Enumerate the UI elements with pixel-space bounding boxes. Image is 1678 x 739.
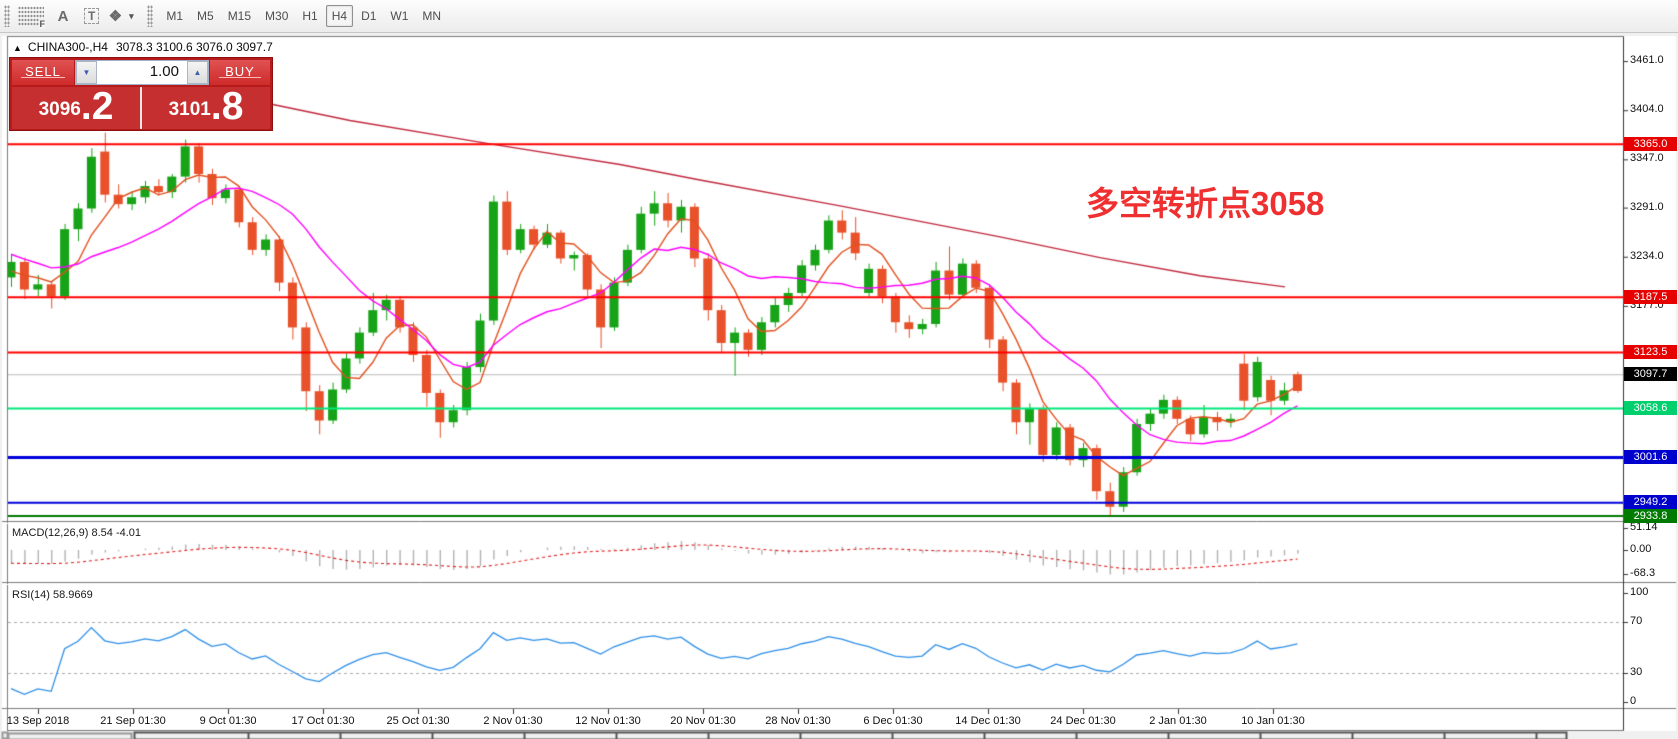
date-axis-label: 2 Nov 01:30	[483, 715, 543, 727]
price-level-badge: 3123.5	[1624, 345, 1677, 359]
date-axis-label: 12 Nov 01:30	[575, 715, 641, 727]
date-axis-label: 20 Nov 01:30	[670, 715, 736, 727]
sell-button-label: SELL	[25, 64, 61, 79]
timeframe-button-MN[interactable]: MN	[422, 9, 442, 23]
price-tick-label: 3291.0	[1630, 200, 1664, 213]
letter-a-icon[interactable]: A	[57, 7, 69, 25]
collapse-triangle-icon[interactable]: ▲	[13, 43, 22, 53]
buy-price[interactable]: 3101.8	[142, 87, 270, 129]
timeframe-button-M15[interactable]: M15	[227, 9, 252, 23]
timeframe-toolbar: M1 M5 M15 M30 H1 H4 D1 W1 MN	[159, 5, 448, 27]
timeframe-button-D1[interactable]: D1	[361, 9, 377, 23]
dropdown-caret-icon[interactable]: ▾	[129, 10, 134, 21]
macd-label: MACD(12,26,9) 8.54 -4.01	[12, 527, 142, 539]
date-axis-label: 2 Jan 01:30	[1149, 715, 1207, 727]
chart-annotation-text: 多空转折点3058	[1086, 185, 1325, 222]
price-tick-label: 3347.0	[1630, 152, 1664, 165]
trade-controls-row: SELL ▼ 1.00 ▲ BUY	[12, 60, 270, 85]
top-toolbar: F A T ❖ ▾ M1 M5 M15 M30 H1 H4 D1 W1 MN	[0, 0, 1678, 33]
sell-button[interactable]: SELL	[12, 60, 74, 85]
trade-prices-row: 3096.2 3101.8	[12, 87, 270, 129]
toolbar-drag-handle-icon[interactable]	[147, 5, 154, 27]
grid-f-icon[interactable]: F	[18, 6, 46, 29]
sell-price-main: 3096	[38, 99, 81, 120]
rsi-axis-label: 30	[1630, 666, 1643, 678]
current-price-badge: 3097.7	[1624, 367, 1677, 382]
volume-group: ▼ 1.00 ▲	[75, 60, 209, 85]
text-label-icon[interactable]: T	[84, 8, 100, 24]
price-tick-label: 3461.0	[1630, 54, 1664, 67]
rsi-value: 58.9669	[52, 589, 93, 601]
price-level-badge: 2949.2	[1624, 495, 1677, 510]
price-level-badge: 3001.6	[1624, 450, 1677, 465]
date-axis-label: 21 Sep 01:30	[100, 715, 166, 727]
one-click-trade-panel: SELL ▼ 1.00 ▲ BUY 3096.2 3101.8	[9, 57, 273, 131]
price-level-badge: 3365.0	[1624, 136, 1677, 151]
timeframe-button-H4[interactable]: H4	[325, 5, 354, 27]
timeframe-button-W1[interactable]: W1	[390, 9, 409, 23]
macd-axis-label: 51.14	[1630, 521, 1658, 533]
volume-input[interactable]: 1.00	[97, 61, 187, 84]
date-axis-label: 17 Oct 01:30	[291, 715, 355, 727]
price-tick-label: 3234.0	[1630, 249, 1664, 262]
buy-price-main: 3101	[168, 99, 211, 120]
buy-button-label: BUY	[225, 64, 255, 79]
style-arrows-icon[interactable]: ❖	[108, 8, 123, 25]
timeframe-button-H1[interactable]: H1	[302, 9, 318, 23]
date-axis-label: 6 Dec 01:30	[863, 715, 923, 727]
price-divider	[140, 87, 142, 129]
rsi-label: RSI(14) 58.9669	[12, 589, 93, 601]
rsi-axis-label: 0	[1630, 695, 1637, 707]
date-axis-label: 28 Nov 01:30	[765, 715, 831, 727]
date-axis-label: 13 Sep 2018	[6, 715, 70, 727]
ohlc-values: 3078.3 3100.6 3076.0 3097.7	[115, 40, 273, 54]
macd-values: 8.54 -4.01	[91, 527, 142, 539]
price-tick-label: 3404.0	[1630, 103, 1664, 116]
date-axis-label: 25 Oct 01:30	[386, 715, 450, 727]
toolbar-drag-handle-icon[interactable]	[4, 5, 10, 27]
buy-button[interactable]: BUY	[210, 60, 270, 85]
symbol-period-title: CHINA300-,H4	[27, 40, 108, 54]
sell-price[interactable]: 3096.2	[12, 87, 140, 129]
grid-f-icon-letter: F	[38, 19, 46, 29]
sell-price-frac: .2	[80, 85, 114, 128]
macd-axis-label: 0.00	[1630, 543, 1652, 555]
macd-axis-label: -68.3	[1630, 567, 1656, 579]
chart-header: ▲ CHINA300-,H4 3078.3 3100.6 3076.0 3097.7	[13, 40, 273, 54]
timeframe-button-M1[interactable]: M1	[166, 9, 184, 23]
price-level-badge: 2933.8	[1624, 508, 1677, 523]
date-axis-label: 10 Jan 01:30	[1241, 715, 1305, 727]
volume-increase-button[interactable]: ▲	[187, 61, 208, 84]
volume-decrease-button[interactable]: ▼	[76, 61, 97, 84]
date-axis-label: 9 Oct 01:30	[199, 715, 257, 727]
buy-price-frac: .8	[210, 85, 244, 128]
price-level-badge: 3058.6	[1624, 400, 1677, 415]
date-axis-label: 24 Dec 01:30	[1050, 715, 1116, 727]
price-level-badge: 3187.5	[1624, 289, 1677, 304]
rsi-axis-label: 70	[1630, 615, 1643, 627]
date-axis-label: 14 Dec 01:30	[955, 715, 1021, 727]
timeframe-button-M30[interactable]: M30	[265, 9, 289, 23]
timeframe-button-M5[interactable]: M5	[197, 9, 214, 23]
rsi-axis-label: 100	[1630, 586, 1649, 598]
